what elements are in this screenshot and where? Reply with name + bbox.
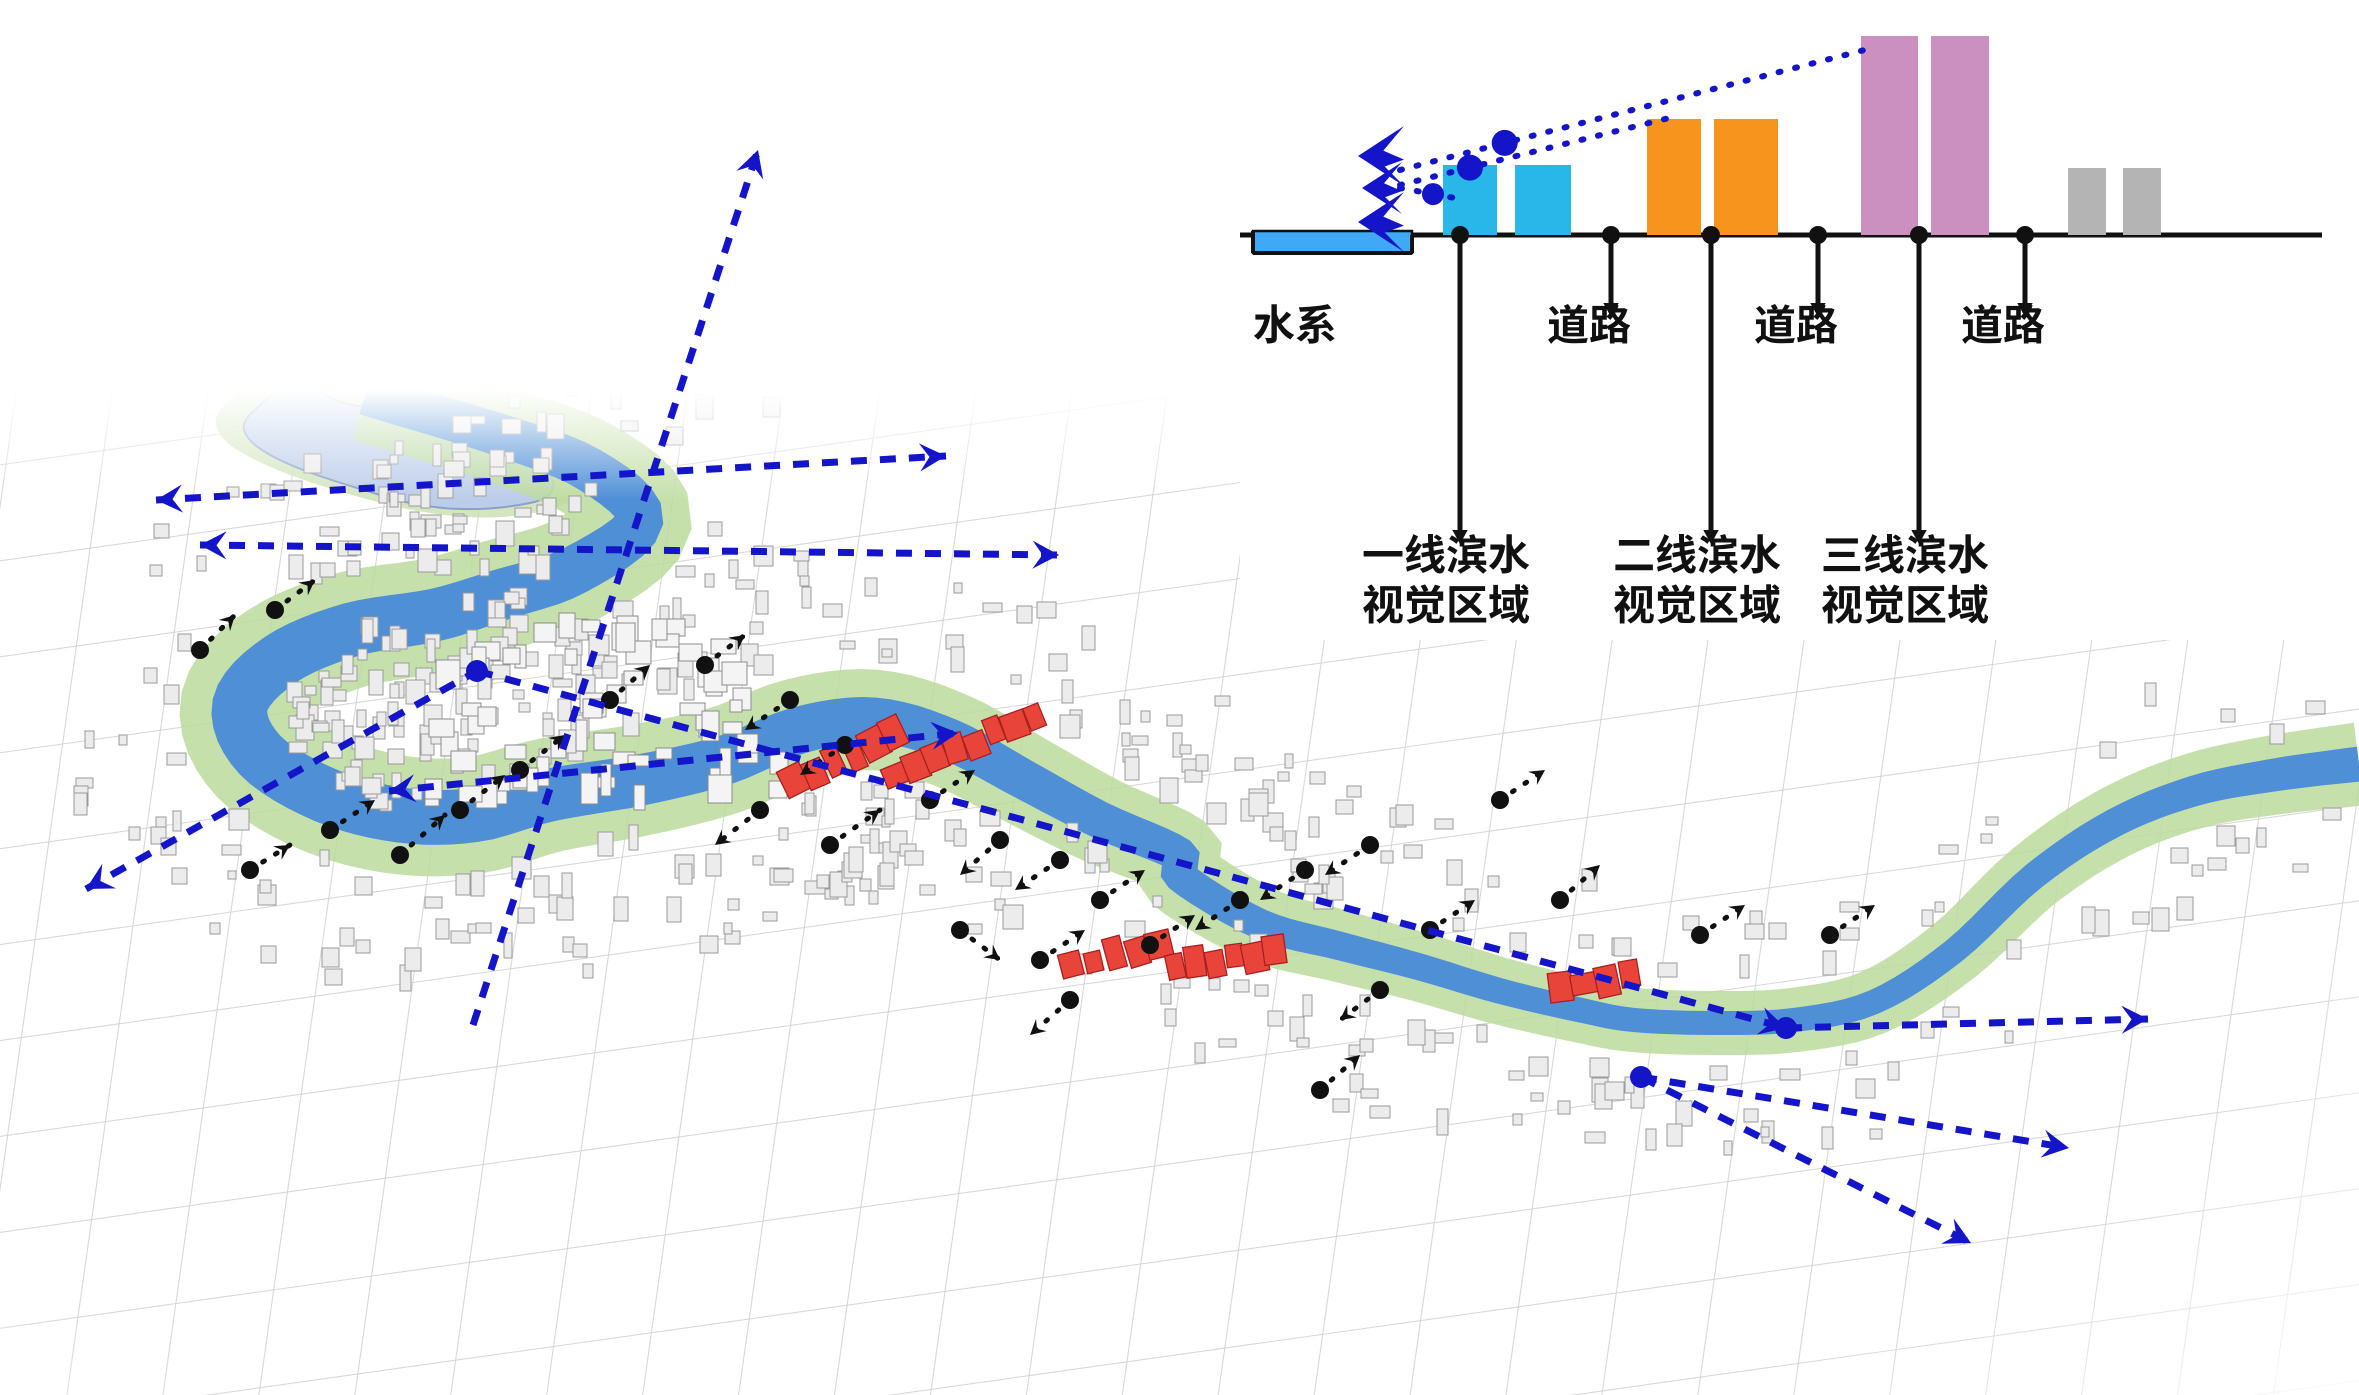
svg-text:视觉区域: 视觉区域 <box>1613 572 1781 633</box>
svg-text:道路: 道路 <box>1754 292 1838 353</box>
svg-text:视觉区域: 视觉区域 <box>1821 572 1989 633</box>
svg-text:道路: 道路 <box>1961 292 2045 353</box>
svg-text:水系: 水系 <box>1253 292 1337 353</box>
svg-text:道路: 道路 <box>1547 292 1631 353</box>
svg-text:视觉区域: 视觉区域 <box>1362 572 1530 633</box>
